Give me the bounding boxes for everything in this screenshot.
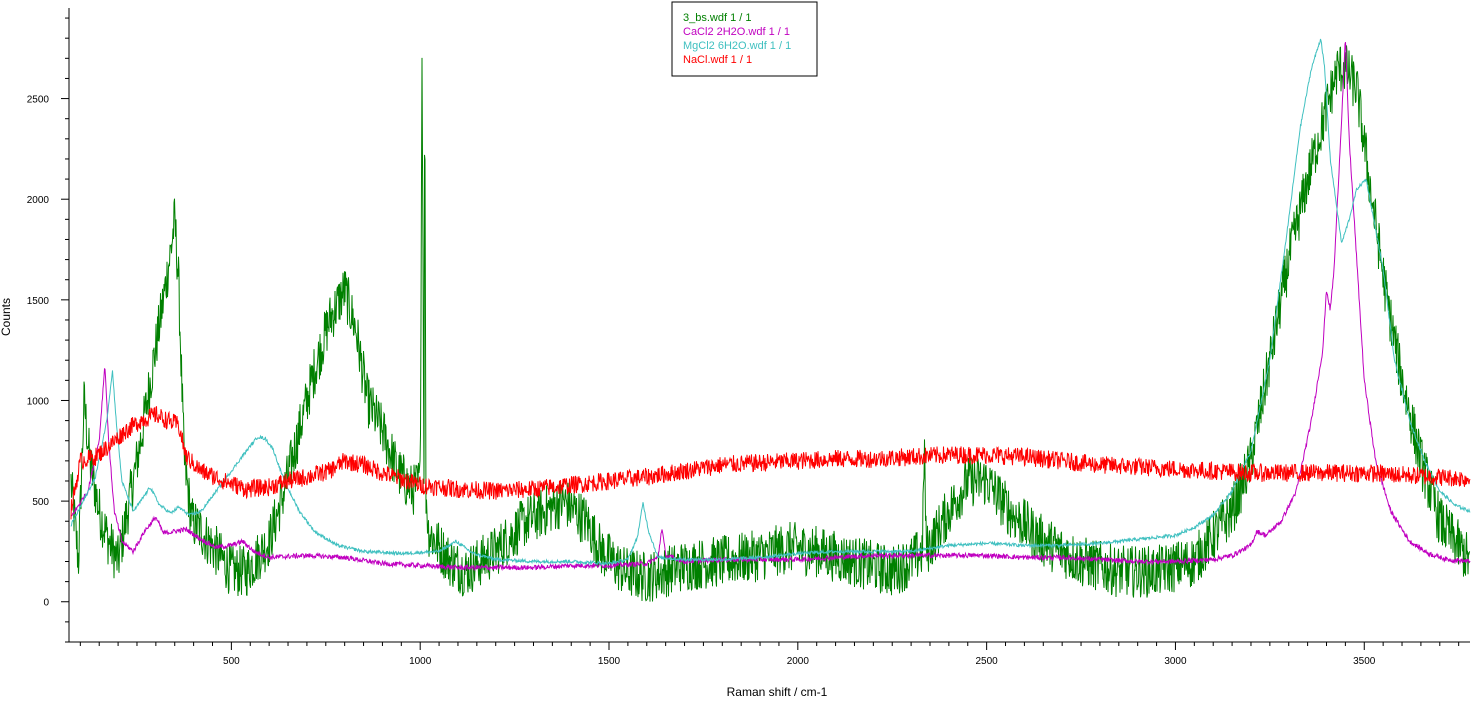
legend-entry-mgcl2: MgCl2 6H2O.wdf 1 / 1: [683, 40, 791, 52]
x-tick-label: 3500: [1353, 656, 1376, 667]
y-tick-label: 1500: [27, 296, 50, 307]
x-tick-label: 3000: [1164, 656, 1187, 667]
y-axis-label: Counts: [0, 298, 13, 336]
x-tick-label: 2000: [787, 656, 810, 667]
series-line-0: [70, 45, 1471, 602]
series-line-3: [70, 406, 1471, 520]
x-axis-label: Raman shift / cm-1: [727, 685, 828, 699]
x-tick-label: 500: [223, 656, 240, 667]
legend: 3_bs.wdf 1 / 1 CaCl2 2H2O.wdf 1 / 1 MgCl…: [671, 1, 818, 77]
legend-entry-3-bs: 3_bs.wdf 1 / 1: [683, 12, 752, 24]
legend-box: [671, 1, 818, 77]
x-tick-label: 2500: [976, 656, 999, 667]
x-ticks: 500 1000 1500 2000 2500 3000 3500: [79, 642, 1460, 667]
y-tick-label: 500: [32, 497, 49, 508]
y-tick-label: 0: [43, 598, 49, 609]
y-tick-label: 2500: [27, 95, 50, 106]
series-line-1: [70, 41, 1471, 572]
x-tick-label: 1500: [598, 656, 621, 667]
x-tick-label: 1000: [409, 656, 432, 667]
legend-entry-cacl2: CaCl2 2H2O.wdf 1 / 1: [683, 26, 790, 38]
y-ticks: 0 500 1000 1500 2000 2500: [27, 17, 69, 643]
series-layer: [70, 38, 1471, 602]
y-tick-label: 1000: [27, 396, 50, 407]
legend-entry-nacl: NaCl.wdf 1 / 1: [683, 54, 752, 66]
series-line-2: [70, 38, 1471, 566]
y-tick-label: 2000: [27, 195, 50, 206]
axes-layer: 500 1000 1500 2000 2500 3000 3500 0 500 1000 1500…: [0, 8, 1470, 699]
